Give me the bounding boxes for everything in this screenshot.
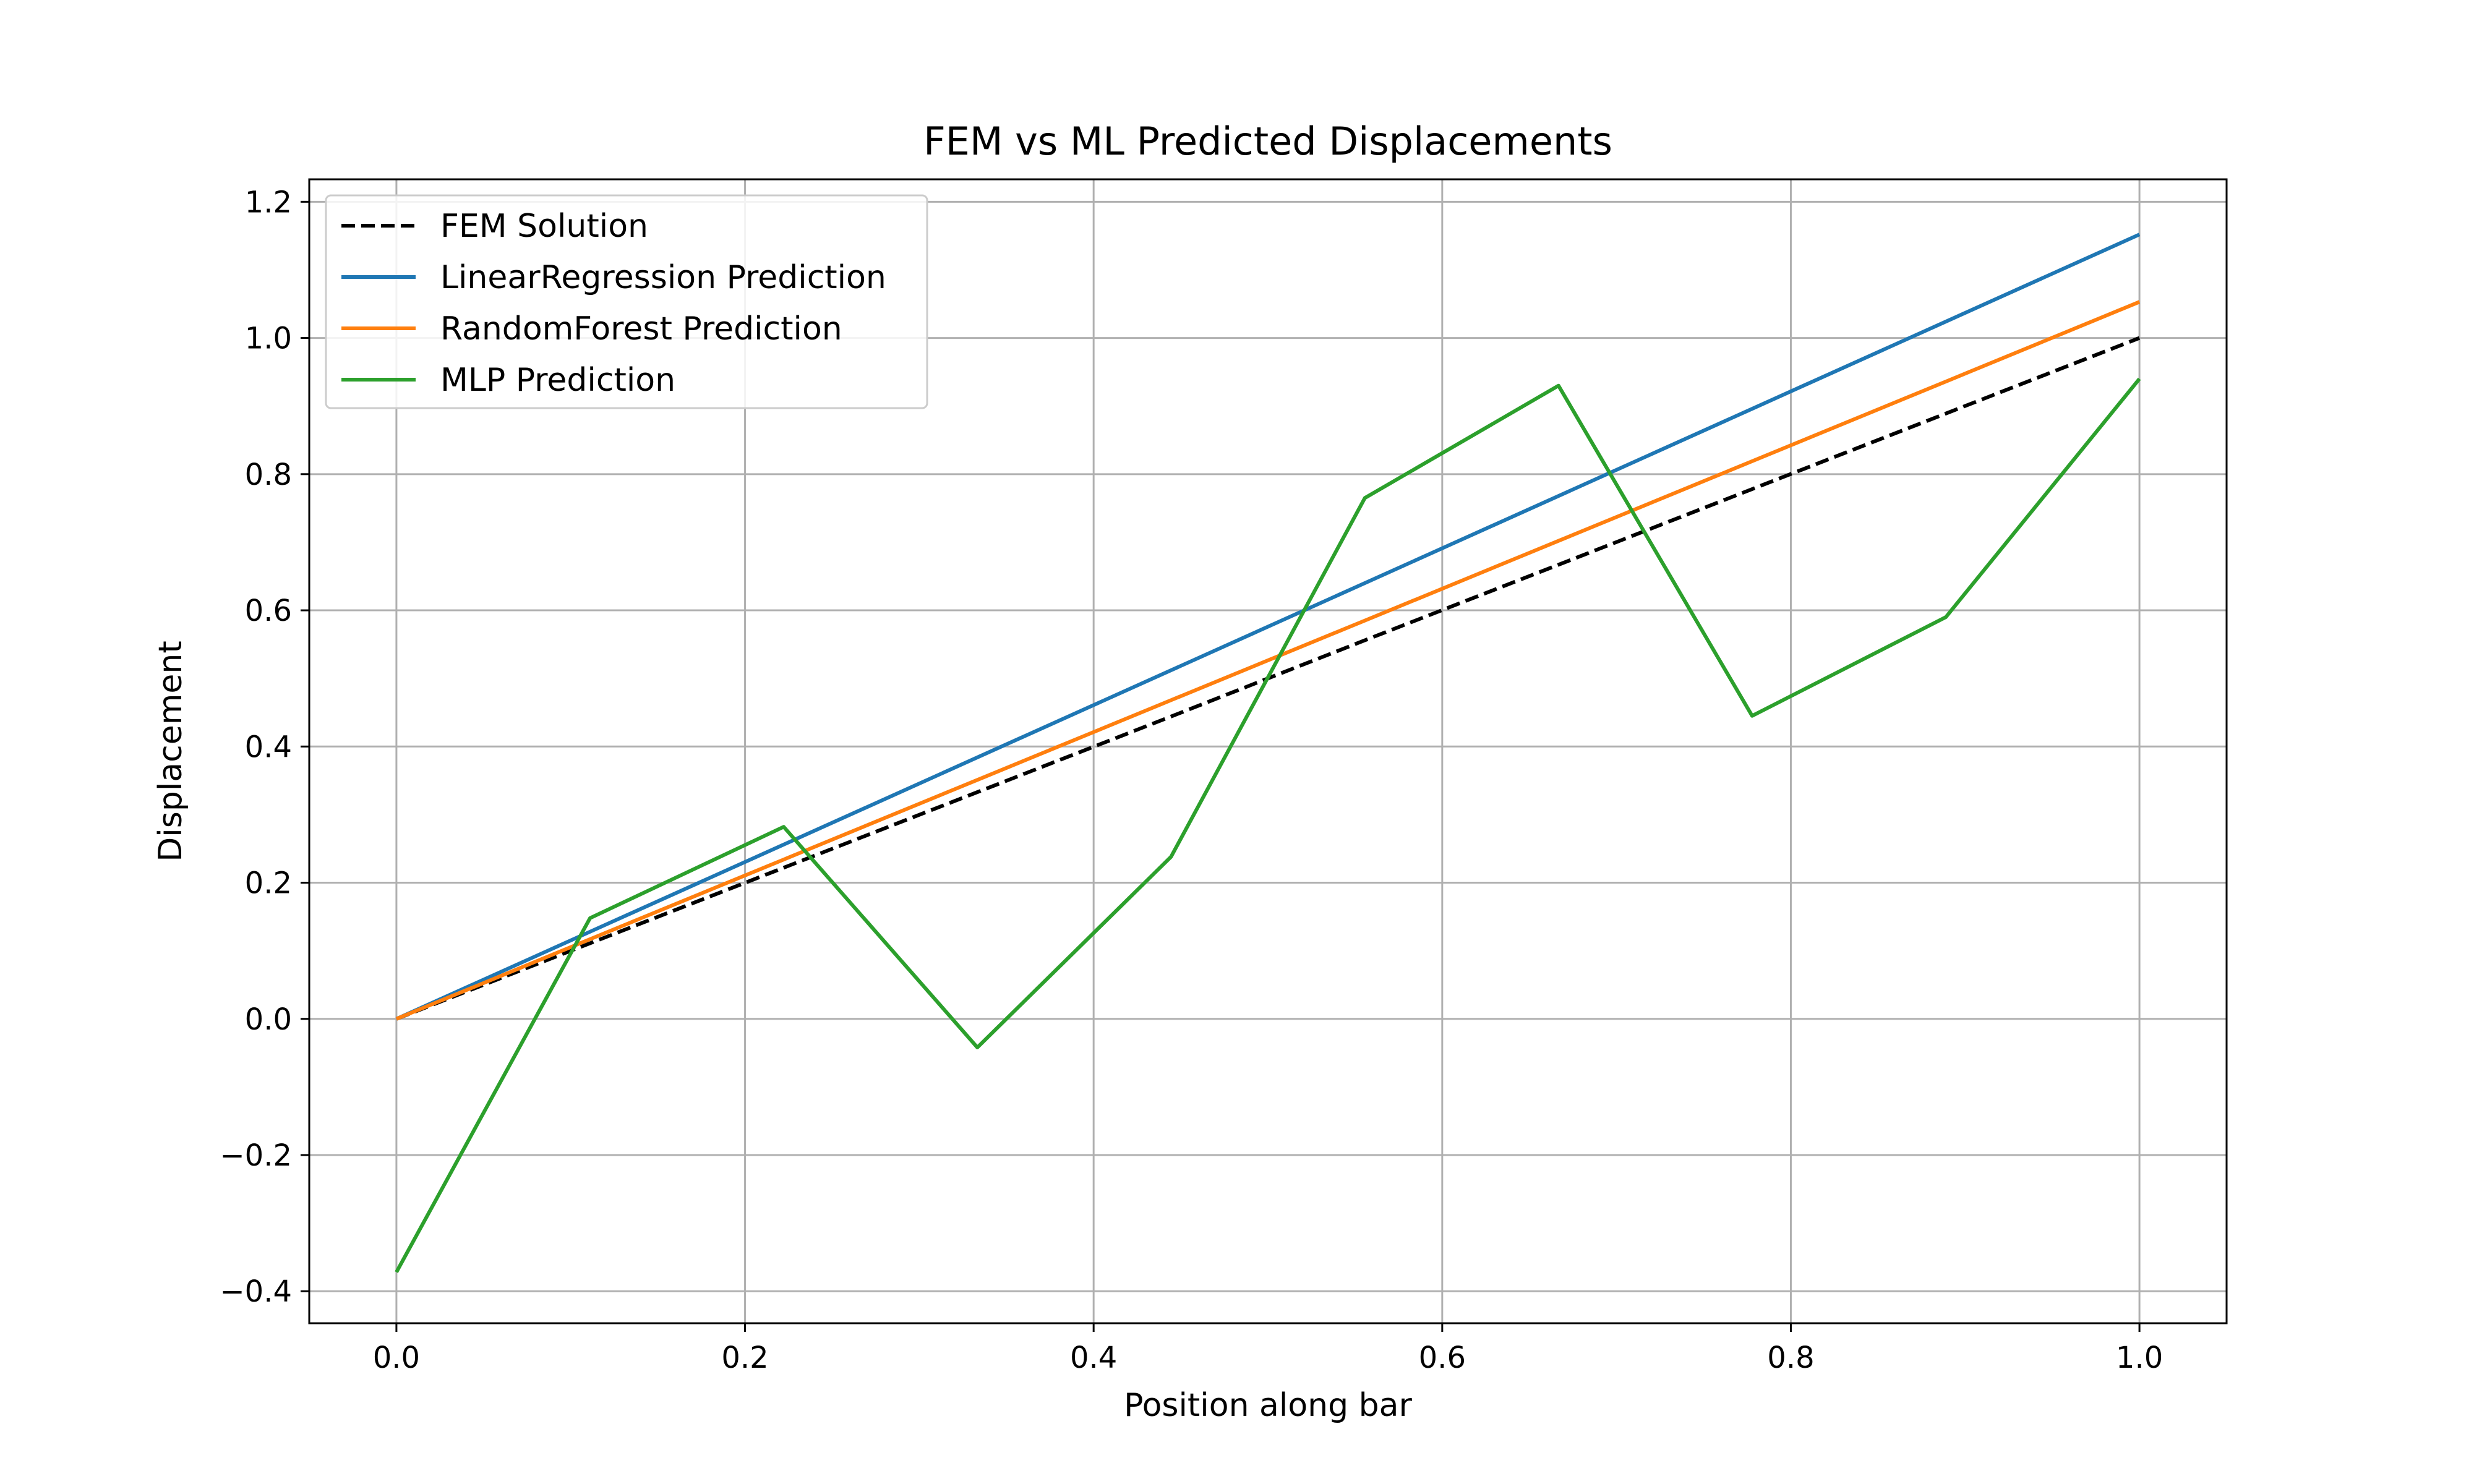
x-tick-label: 1.0 <box>2116 1341 2163 1375</box>
y-axis-title: Displacement <box>152 641 189 861</box>
legend-label: LinearRegression Prediction <box>440 259 886 296</box>
y-tick-label: 1.0 <box>245 322 292 356</box>
y-tick-label: 1.2 <box>245 185 292 220</box>
y-tick-label: 0.6 <box>245 594 292 628</box>
series-line-randomforest-prediction <box>395 300 2141 1021</box>
x-tick-label: 0.8 <box>1767 1341 1814 1375</box>
x-tick-label: 0.4 <box>1070 1341 1117 1375</box>
axis-ticks: 0.0 0.2 0.4 0.6 0.8 1.0 −0.4 −0.2 0.0 0.2 0.4 0.6 0.… <box>220 185 2163 1375</box>
y-tick-label: 0.2 <box>245 866 292 901</box>
chart-title: FEM vs ML Predicted Displacements <box>923 119 1612 164</box>
series-line-linearregression-prediction <box>395 232 2141 1021</box>
legend-entries: FEM Solution LinearRegression Prediction R… <box>341 208 886 399</box>
plot-lines <box>395 232 2141 1273</box>
x-tick-label: 0.6 <box>1419 1341 1466 1375</box>
plot-frame <box>308 178 2228 1324</box>
y-tick-label: 0.0 <box>245 1002 292 1037</box>
legend-label: RandomForest Prediction <box>440 310 842 348</box>
series-line-mlp-prediction <box>395 377 2141 1273</box>
y-tick-label: 0.8 <box>245 458 292 492</box>
legend-box <box>325 194 928 409</box>
x-tick-label: 0.0 <box>373 1341 420 1375</box>
legend-label: MLP Prediction <box>440 362 675 399</box>
x-axis-title: Position along bar <box>1124 1387 1412 1424</box>
legend: FEM Solution LinearRegression Prediction R… <box>325 194 928 409</box>
legend-label: FEM Solution <box>440 208 648 245</box>
grid <box>309 179 2227 1323</box>
x-tick-label: 0.2 <box>721 1341 768 1375</box>
y-tick-label: 0.4 <box>245 730 292 764</box>
y-tick-label: −0.4 <box>220 1274 292 1309</box>
y-tick-label: −0.2 <box>220 1138 292 1173</box>
